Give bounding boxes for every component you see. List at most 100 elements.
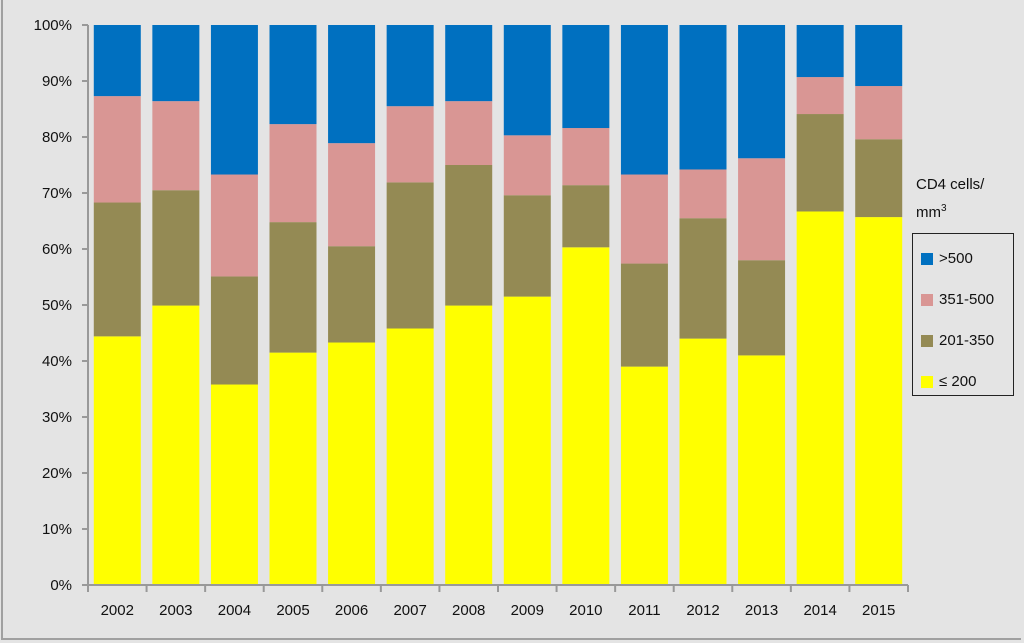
legend-swatch	[921, 334, 933, 347]
y-tick-label: 40%	[42, 353, 72, 370]
bar-segment	[620, 25, 668, 175]
legend-swatch	[921, 375, 933, 388]
bar-segment	[93, 202, 141, 337]
legend-item-le200: ≤ 200	[921, 373, 976, 390]
bar-segment	[152, 25, 200, 102]
bar-segment	[855, 25, 903, 87]
bar-segment	[738, 260, 786, 356]
bar-segment	[386, 182, 434, 329]
y-tick-label: 70%	[42, 185, 72, 202]
x-tick-label: 2007	[393, 602, 426, 619]
bar-segment	[210, 276, 258, 385]
bar-segment	[855, 139, 903, 218]
bar-segment	[386, 25, 434, 107]
bar-segment	[679, 169, 727, 219]
bar-segment	[620, 263, 668, 367]
legend-title-superscript: 3	[941, 203, 947, 214]
x-tick-label: 2010	[569, 602, 602, 619]
bar-segment	[386, 328, 434, 585]
x-tick-label: 2006	[335, 602, 368, 619]
y-tick-label: 0%	[50, 577, 72, 594]
legend-label: ≤ 200	[939, 373, 977, 390]
bar-segment	[328, 143, 376, 247]
legend-title-line1: CD4 cells/	[916, 176, 985, 193]
y-tick-label: 80%	[42, 129, 72, 146]
x-tick-label: 2005	[276, 602, 309, 619]
bar-segment	[796, 77, 844, 115]
legend-swatch	[921, 293, 933, 306]
y-tick-label: 90%	[42, 73, 72, 90]
bar-segment	[562, 247, 610, 585]
bar-segment	[328, 25, 376, 144]
x-tick-label: 2013	[745, 602, 778, 619]
bar-segment	[503, 25, 551, 136]
bar-segment	[210, 174, 258, 277]
legend-label: 201-350	[939, 332, 995, 349]
y-tick-label: 30%	[42, 409, 72, 426]
legend: >500 351-500 201-350 ≤ 200	[912, 233, 1014, 396]
legend-label: >500	[939, 250, 973, 267]
x-tick-label: 2004	[218, 602, 251, 619]
x-tick-label: 2003	[159, 602, 192, 619]
bar-segment	[562, 25, 610, 129]
bar-segment	[269, 25, 317, 125]
bar-segment	[445, 101, 493, 165]
legend-title: CD4 cells/ mm3	[916, 173, 984, 225]
bar-segment	[679, 218, 727, 339]
bar-segment	[328, 342, 376, 585]
x-tick-label: 2002	[101, 602, 134, 619]
legend-item-gt500: >500	[921, 250, 973, 267]
bar-segment	[738, 25, 786, 159]
bar-segment	[855, 86, 903, 140]
bar-segment	[152, 190, 200, 306]
bar-segment	[679, 25, 727, 170]
y-tick-label: 50%	[42, 297, 72, 314]
bar-segment	[562, 185, 610, 248]
x-tick-label: 2015	[862, 602, 895, 619]
bar-segment	[93, 25, 141, 97]
bar-segment	[796, 114, 844, 212]
bar-segment	[269, 352, 317, 585]
x-tick-label: 2009	[511, 602, 544, 619]
bar-segment	[738, 158, 786, 261]
bar-segment	[93, 96, 141, 203]
bar-segment	[210, 25, 258, 175]
bar-segment	[738, 355, 786, 585]
bar-segment	[679, 338, 727, 585]
bar-segment	[152, 305, 200, 585]
bar-segment	[445, 165, 493, 306]
bar-segment	[796, 25, 844, 78]
bar-segment	[503, 195, 551, 297]
bar-segment	[152, 101, 200, 191]
y-tick-label: 20%	[42, 465, 72, 482]
x-tick-label: 2012	[686, 602, 719, 619]
bar-segment	[328, 246, 376, 343]
bar-segment	[855, 217, 903, 585]
bar-segment	[386, 106, 434, 183]
bar-segment	[620, 366, 668, 585]
bar-segment	[210, 384, 258, 585]
legend-item-201-350: 201-350	[921, 332, 994, 349]
y-tick-label: 10%	[42, 521, 72, 538]
y-tick-label: 100%	[34, 17, 72, 34]
x-tick-label: 2014	[803, 602, 836, 619]
bar-segment	[503, 296, 551, 585]
legend-item-351-500: 351-500	[921, 291, 994, 308]
bar-segment	[796, 211, 844, 586]
bar-segment	[562, 128, 610, 186]
bar-segment	[620, 174, 668, 264]
legend-swatch	[921, 252, 933, 265]
bar-segment	[269, 222, 317, 353]
bar-segment	[269, 124, 317, 223]
legend-title-line2: mm	[916, 204, 941, 221]
x-tick-label: 2008	[452, 602, 485, 619]
bar-segment	[445, 305, 493, 585]
bar-segment	[445, 25, 493, 102]
x-tick-label: 2011	[628, 602, 660, 619]
y-tick-label: 60%	[42, 241, 72, 258]
bar-segment	[503, 135, 551, 196]
bar-segment	[93, 336, 141, 585]
legend-label: 351-500	[939, 291, 995, 308]
